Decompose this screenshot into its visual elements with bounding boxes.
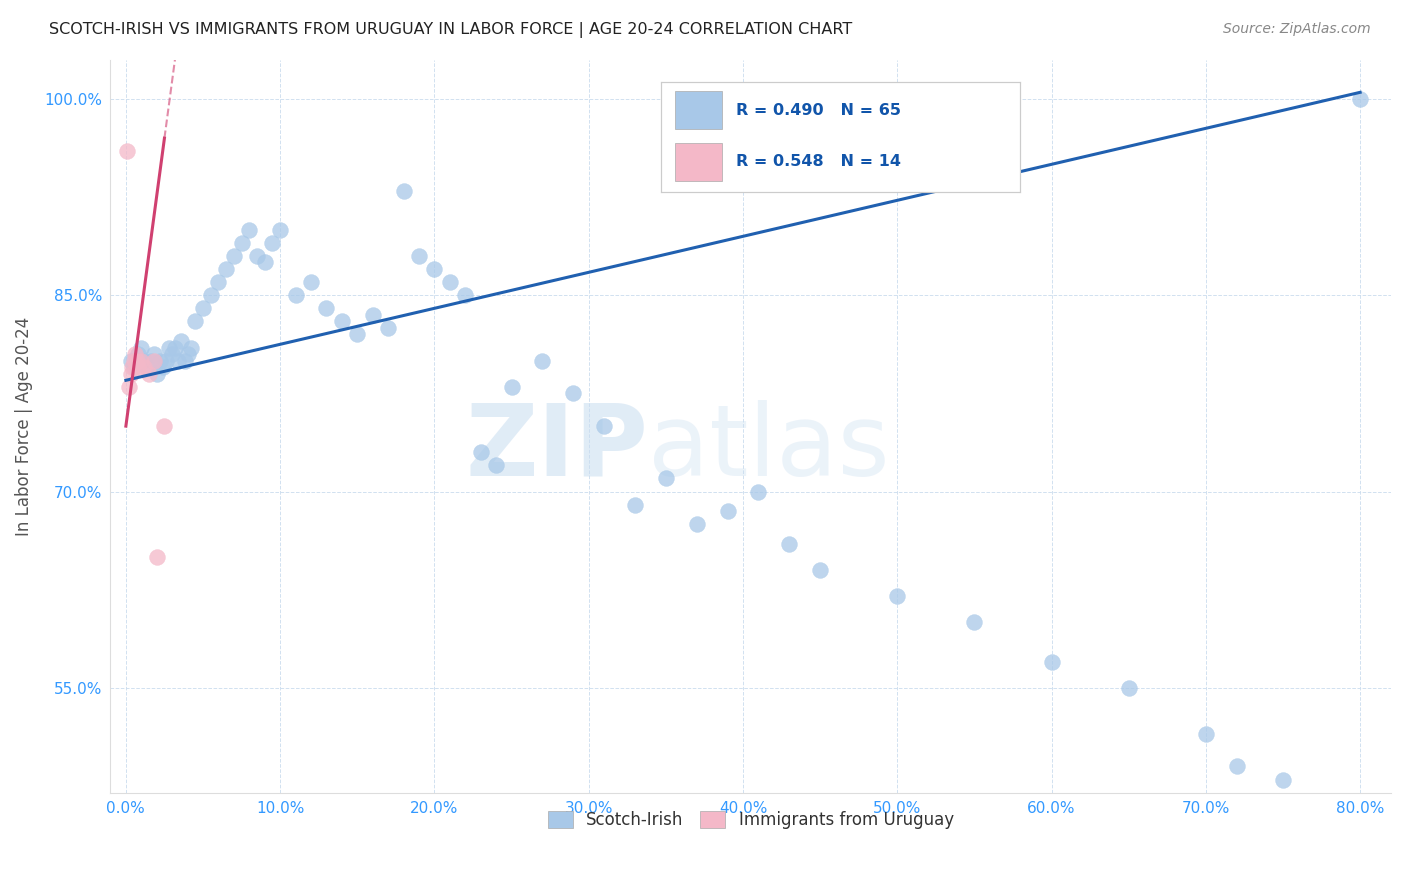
Point xyxy=(808,563,831,577)
Point xyxy=(120,367,142,381)
Point xyxy=(129,341,152,355)
Point xyxy=(747,484,769,499)
Point xyxy=(231,235,253,250)
Point xyxy=(423,262,446,277)
Point xyxy=(330,314,353,328)
Point xyxy=(262,235,284,250)
Point xyxy=(129,353,152,368)
Point xyxy=(145,549,167,564)
Point xyxy=(1348,92,1371,106)
Point xyxy=(207,275,229,289)
Point xyxy=(222,249,245,263)
Point xyxy=(127,347,149,361)
Point xyxy=(470,445,492,459)
Point xyxy=(118,380,141,394)
Point xyxy=(127,360,149,375)
Point xyxy=(346,327,368,342)
Point xyxy=(152,360,174,375)
Point xyxy=(408,249,430,263)
Point xyxy=(655,471,678,485)
Point xyxy=(157,341,180,355)
Point xyxy=(122,353,145,368)
Point xyxy=(142,347,165,361)
Point xyxy=(501,380,523,394)
Point xyxy=(1272,772,1295,787)
Point xyxy=(124,347,146,361)
Point xyxy=(531,353,554,368)
Point xyxy=(886,589,908,603)
Point xyxy=(160,347,183,361)
Point xyxy=(439,275,461,289)
Point xyxy=(191,301,214,316)
Text: ZIP: ZIP xyxy=(465,400,648,497)
Point xyxy=(253,255,276,269)
Point xyxy=(392,184,415,198)
Legend: Scotch-Irish, Immigrants from Uruguay: Scotch-Irish, Immigrants from Uruguay xyxy=(541,804,960,836)
Point xyxy=(246,249,269,263)
Point xyxy=(120,353,142,368)
Point xyxy=(145,367,167,381)
Point xyxy=(1226,759,1249,773)
Point xyxy=(624,498,647,512)
Point xyxy=(485,458,508,473)
Point xyxy=(269,223,291,237)
Y-axis label: In Labor Force | Age 20-24: In Labor Force | Age 20-24 xyxy=(15,317,32,536)
Point xyxy=(122,360,145,375)
Point xyxy=(139,353,162,368)
Point xyxy=(284,288,307,302)
Point xyxy=(167,353,190,368)
Point xyxy=(377,321,399,335)
Point xyxy=(562,386,585,401)
Point xyxy=(184,314,207,328)
Point xyxy=(963,615,986,630)
Point xyxy=(778,537,800,551)
Point xyxy=(315,301,337,316)
Point xyxy=(593,419,616,434)
Text: Source: ZipAtlas.com: Source: ZipAtlas.com xyxy=(1223,22,1371,37)
Text: SCOTCH-IRISH VS IMMIGRANTS FROM URUGUAY IN LABOR FORCE | AGE 20-24 CORRELATION C: SCOTCH-IRISH VS IMMIGRANTS FROM URUGUAY … xyxy=(49,22,852,38)
Point xyxy=(153,419,176,434)
Text: atlas: atlas xyxy=(648,400,890,497)
Point xyxy=(361,308,384,322)
Point xyxy=(176,347,198,361)
Point xyxy=(155,353,177,368)
Point xyxy=(149,353,172,368)
Point xyxy=(173,353,195,368)
Point xyxy=(454,288,477,302)
Point xyxy=(180,341,202,355)
Point xyxy=(125,353,148,368)
Point xyxy=(136,360,159,375)
Point xyxy=(134,360,156,375)
Point xyxy=(121,360,143,375)
Point xyxy=(142,353,165,368)
Point xyxy=(238,223,260,237)
Point xyxy=(200,288,222,302)
Point xyxy=(1195,727,1218,741)
Point xyxy=(299,275,322,289)
Point xyxy=(716,504,738,518)
Point xyxy=(138,367,160,381)
Point xyxy=(686,517,709,532)
Point xyxy=(1118,681,1140,695)
Point xyxy=(170,334,193,348)
Point xyxy=(134,353,156,368)
Point xyxy=(117,145,139,159)
Point xyxy=(165,341,187,355)
Point xyxy=(1040,655,1063,669)
Point xyxy=(215,262,238,277)
